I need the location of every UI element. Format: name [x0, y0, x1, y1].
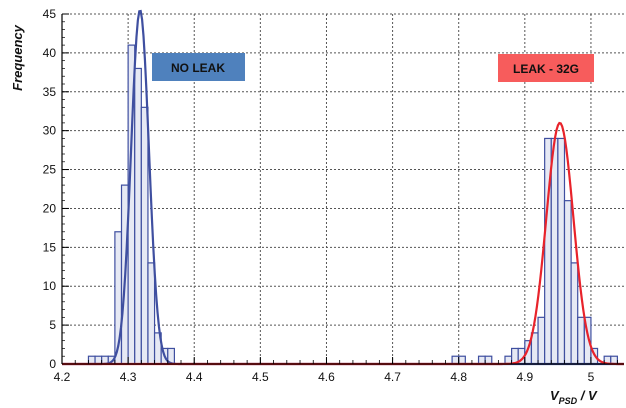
x-axis-title-unit: / V [577, 388, 598, 403]
histogram-bar [563, 200, 572, 365]
histogram-bar [557, 137, 566, 365]
annotation-no-leak: NO LEAK [152, 53, 245, 81]
x-tick-label: 4.7 [384, 370, 401, 384]
histogram-bar [134, 67, 142, 365]
y-tick-label: 0 [49, 357, 56, 371]
histogram-bar [451, 355, 460, 365]
histogram-bar [577, 316, 585, 365]
x-tick-label: 4.4 [186, 370, 203, 384]
x-tick-label: 5 [588, 370, 595, 384]
histogram-bar [570, 262, 579, 365]
y-tick-label: 40 [43, 46, 57, 60]
histogram-bar [458, 355, 466, 365]
x-tick-label: 4.8 [450, 370, 467, 384]
histogram-bar [550, 137, 559, 365]
x-tick-label: 4.3 [120, 370, 137, 384]
annotation-leak-box [498, 54, 594, 82]
x-tick-label: 4.5 [252, 370, 269, 384]
histogram-bar [537, 316, 546, 365]
y-tick-label: 5 [49, 318, 56, 332]
x-tick-label: 4.9 [516, 370, 533, 384]
histogram-bar [94, 355, 103, 365]
y-tick-label: 25 [43, 163, 57, 177]
x-tick-label: 4.6 [318, 370, 335, 384]
y-axis-title: Frequency [10, 24, 25, 91]
annotation-no-leak-text: NO LEAK [171, 61, 225, 75]
y-tick-label: 15 [43, 240, 57, 254]
histogram-bar [87, 355, 96, 365]
histogram-bar [147, 262, 156, 365]
x-axis-title-main: V [550, 388, 560, 403]
histogram-bars [87, 44, 618, 365]
x-axis-title: VPSD / V [550, 388, 598, 406]
histogram-bar [484, 355, 493, 365]
annotation-no-leak-box [152, 53, 245, 81]
annotation-leak: LEAK - 32G [498, 54, 594, 82]
y-tick-label: 10 [43, 279, 57, 293]
histogram-bar [477, 355, 486, 365]
axis-ticks: 4.2 4.3 4.4 4.5 4.6 4.7 4.8 4.9 5 0 5 10 15 20 25 30 35 4… [43, 7, 618, 384]
y-tick-label: 45 [43, 7, 57, 21]
annotation-leak-text: LEAK - 32G [513, 62, 579, 76]
y-tick-label: 35 [43, 85, 57, 99]
y-tick-label: 20 [43, 201, 57, 215]
histogram-bar [140, 106, 149, 365]
y-tick-label: 30 [43, 124, 57, 138]
x-tick-label: 4.2 [54, 370, 71, 384]
x-axis-title-sub: PSD [559, 396, 578, 406]
